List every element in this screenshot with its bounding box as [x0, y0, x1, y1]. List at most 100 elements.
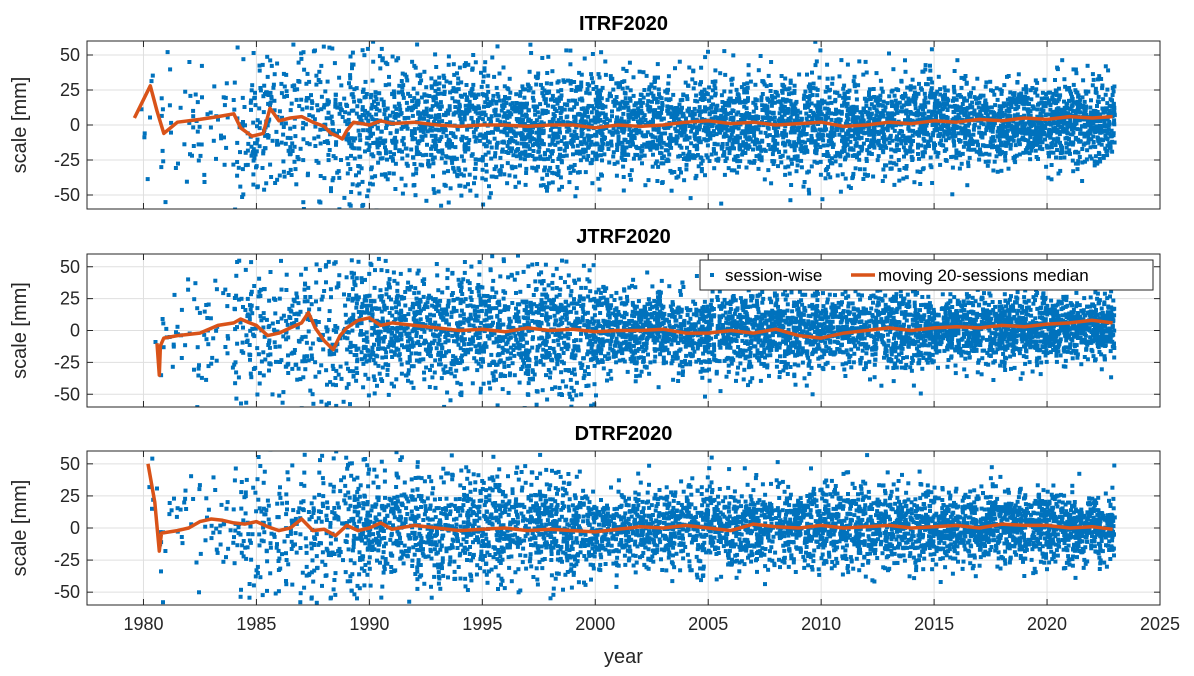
scatter-point: [358, 99, 362, 103]
scatter-point: [238, 150, 242, 154]
scatter-point: [587, 145, 591, 149]
scatter-point: [684, 117, 688, 121]
scatter-point: [538, 115, 542, 119]
scatter-point: [255, 141, 259, 145]
scatter-point: [835, 128, 839, 132]
scatter-point: [380, 47, 384, 51]
scatter-point: [663, 126, 667, 130]
scatter-point: [783, 173, 787, 177]
scatter-point: [703, 55, 707, 59]
scatter-point: [1100, 143, 1104, 147]
scatter-point: [556, 81, 560, 85]
scatter-point: [939, 127, 943, 131]
scatter-point: [388, 150, 392, 154]
scatter-point: [998, 138, 1002, 142]
scatter-point: [900, 105, 904, 109]
scatter-point: [573, 163, 577, 167]
scatter-point: [680, 98, 684, 102]
scatter-point: [694, 174, 698, 178]
scatter-point: [978, 147, 982, 151]
scatter-point: [701, 97, 705, 101]
scatter-point: [502, 172, 506, 176]
scatter-point: [583, 140, 587, 144]
scatter-point: [966, 161, 970, 165]
scatter-point: [547, 181, 551, 185]
scatter-point: [708, 136, 712, 140]
scatter-point: [352, 87, 356, 91]
scatter-point: [988, 80, 992, 84]
scatter-point: [191, 125, 195, 129]
scatter-point: [524, 105, 528, 109]
scatter-point: [1081, 78, 1085, 82]
scatter-point: [746, 86, 750, 90]
scatter-point: [670, 189, 674, 193]
scatter-point: [936, 151, 940, 155]
scatter-point: [573, 194, 577, 198]
scatter-point: [703, 88, 707, 92]
scatter-point: [1109, 97, 1113, 101]
scatter-point: [275, 62, 279, 66]
scatter-point: [327, 111, 331, 115]
scatter-point: [532, 149, 536, 153]
scatter-point: [1007, 115, 1011, 119]
scatter-point: [434, 65, 438, 69]
scatter-point: [474, 128, 478, 132]
scatter-point: [350, 66, 354, 70]
scatter-point: [966, 164, 970, 168]
scatter-point: [400, 127, 404, 131]
scatter-point: [416, 103, 420, 107]
scatter-point: [841, 87, 845, 91]
scatter-point: [621, 165, 625, 169]
scatter-point: [371, 60, 375, 64]
scatter-point: [405, 101, 409, 105]
scatter-point: [738, 144, 742, 148]
scatter-point: [486, 74, 490, 78]
scatter-point: [265, 55, 269, 59]
scatter-point: [653, 76, 657, 80]
scatter-point: [861, 177, 865, 181]
scatter-point: [309, 93, 313, 97]
scatter-point: [788, 172, 792, 176]
scatter-point: [357, 129, 361, 133]
scatter-point: [683, 156, 687, 160]
scatter-point: [493, 111, 497, 115]
scatter-point: [462, 159, 466, 163]
scatter-point: [515, 148, 519, 152]
scatter-point: [706, 92, 710, 96]
scatter-point: [825, 150, 829, 154]
scatter-point: [571, 99, 575, 103]
scatter-point: [930, 81, 934, 85]
scatter-point: [258, 69, 262, 73]
scatter-point: [1072, 100, 1076, 104]
scatter-point: [243, 105, 247, 109]
scatter-point: [382, 112, 386, 116]
scatter-point: [687, 152, 691, 156]
scatter-point: [1048, 91, 1052, 95]
scatter-point: [346, 162, 350, 166]
scatter-point: [1035, 81, 1039, 85]
scatter-point: [953, 69, 957, 73]
scatter-point: [891, 89, 895, 93]
scatter-point: [780, 116, 784, 120]
scatter-point: [476, 93, 480, 97]
scatter-point: [471, 53, 475, 57]
scatter-point: [586, 154, 590, 158]
scatter-point: [1075, 91, 1079, 95]
scatter-point: [627, 133, 631, 137]
scatter-point: [583, 111, 587, 115]
scatter-point: [301, 158, 305, 162]
scatter-point: [223, 163, 227, 167]
scatter-point: [187, 60, 191, 64]
scatter-point: [946, 98, 950, 102]
scatter-point: [275, 139, 279, 143]
scatter-point: [1053, 98, 1057, 102]
scatter-point: [671, 93, 675, 97]
scatter-point: [625, 153, 629, 157]
scatter-point: [747, 73, 751, 77]
scatter-point: [996, 170, 1000, 174]
scatter-point: [451, 132, 455, 136]
scatter-point: [389, 155, 393, 159]
scatter-point: [267, 134, 271, 138]
scatter-point: [416, 152, 420, 156]
scatter-point: [629, 99, 633, 103]
